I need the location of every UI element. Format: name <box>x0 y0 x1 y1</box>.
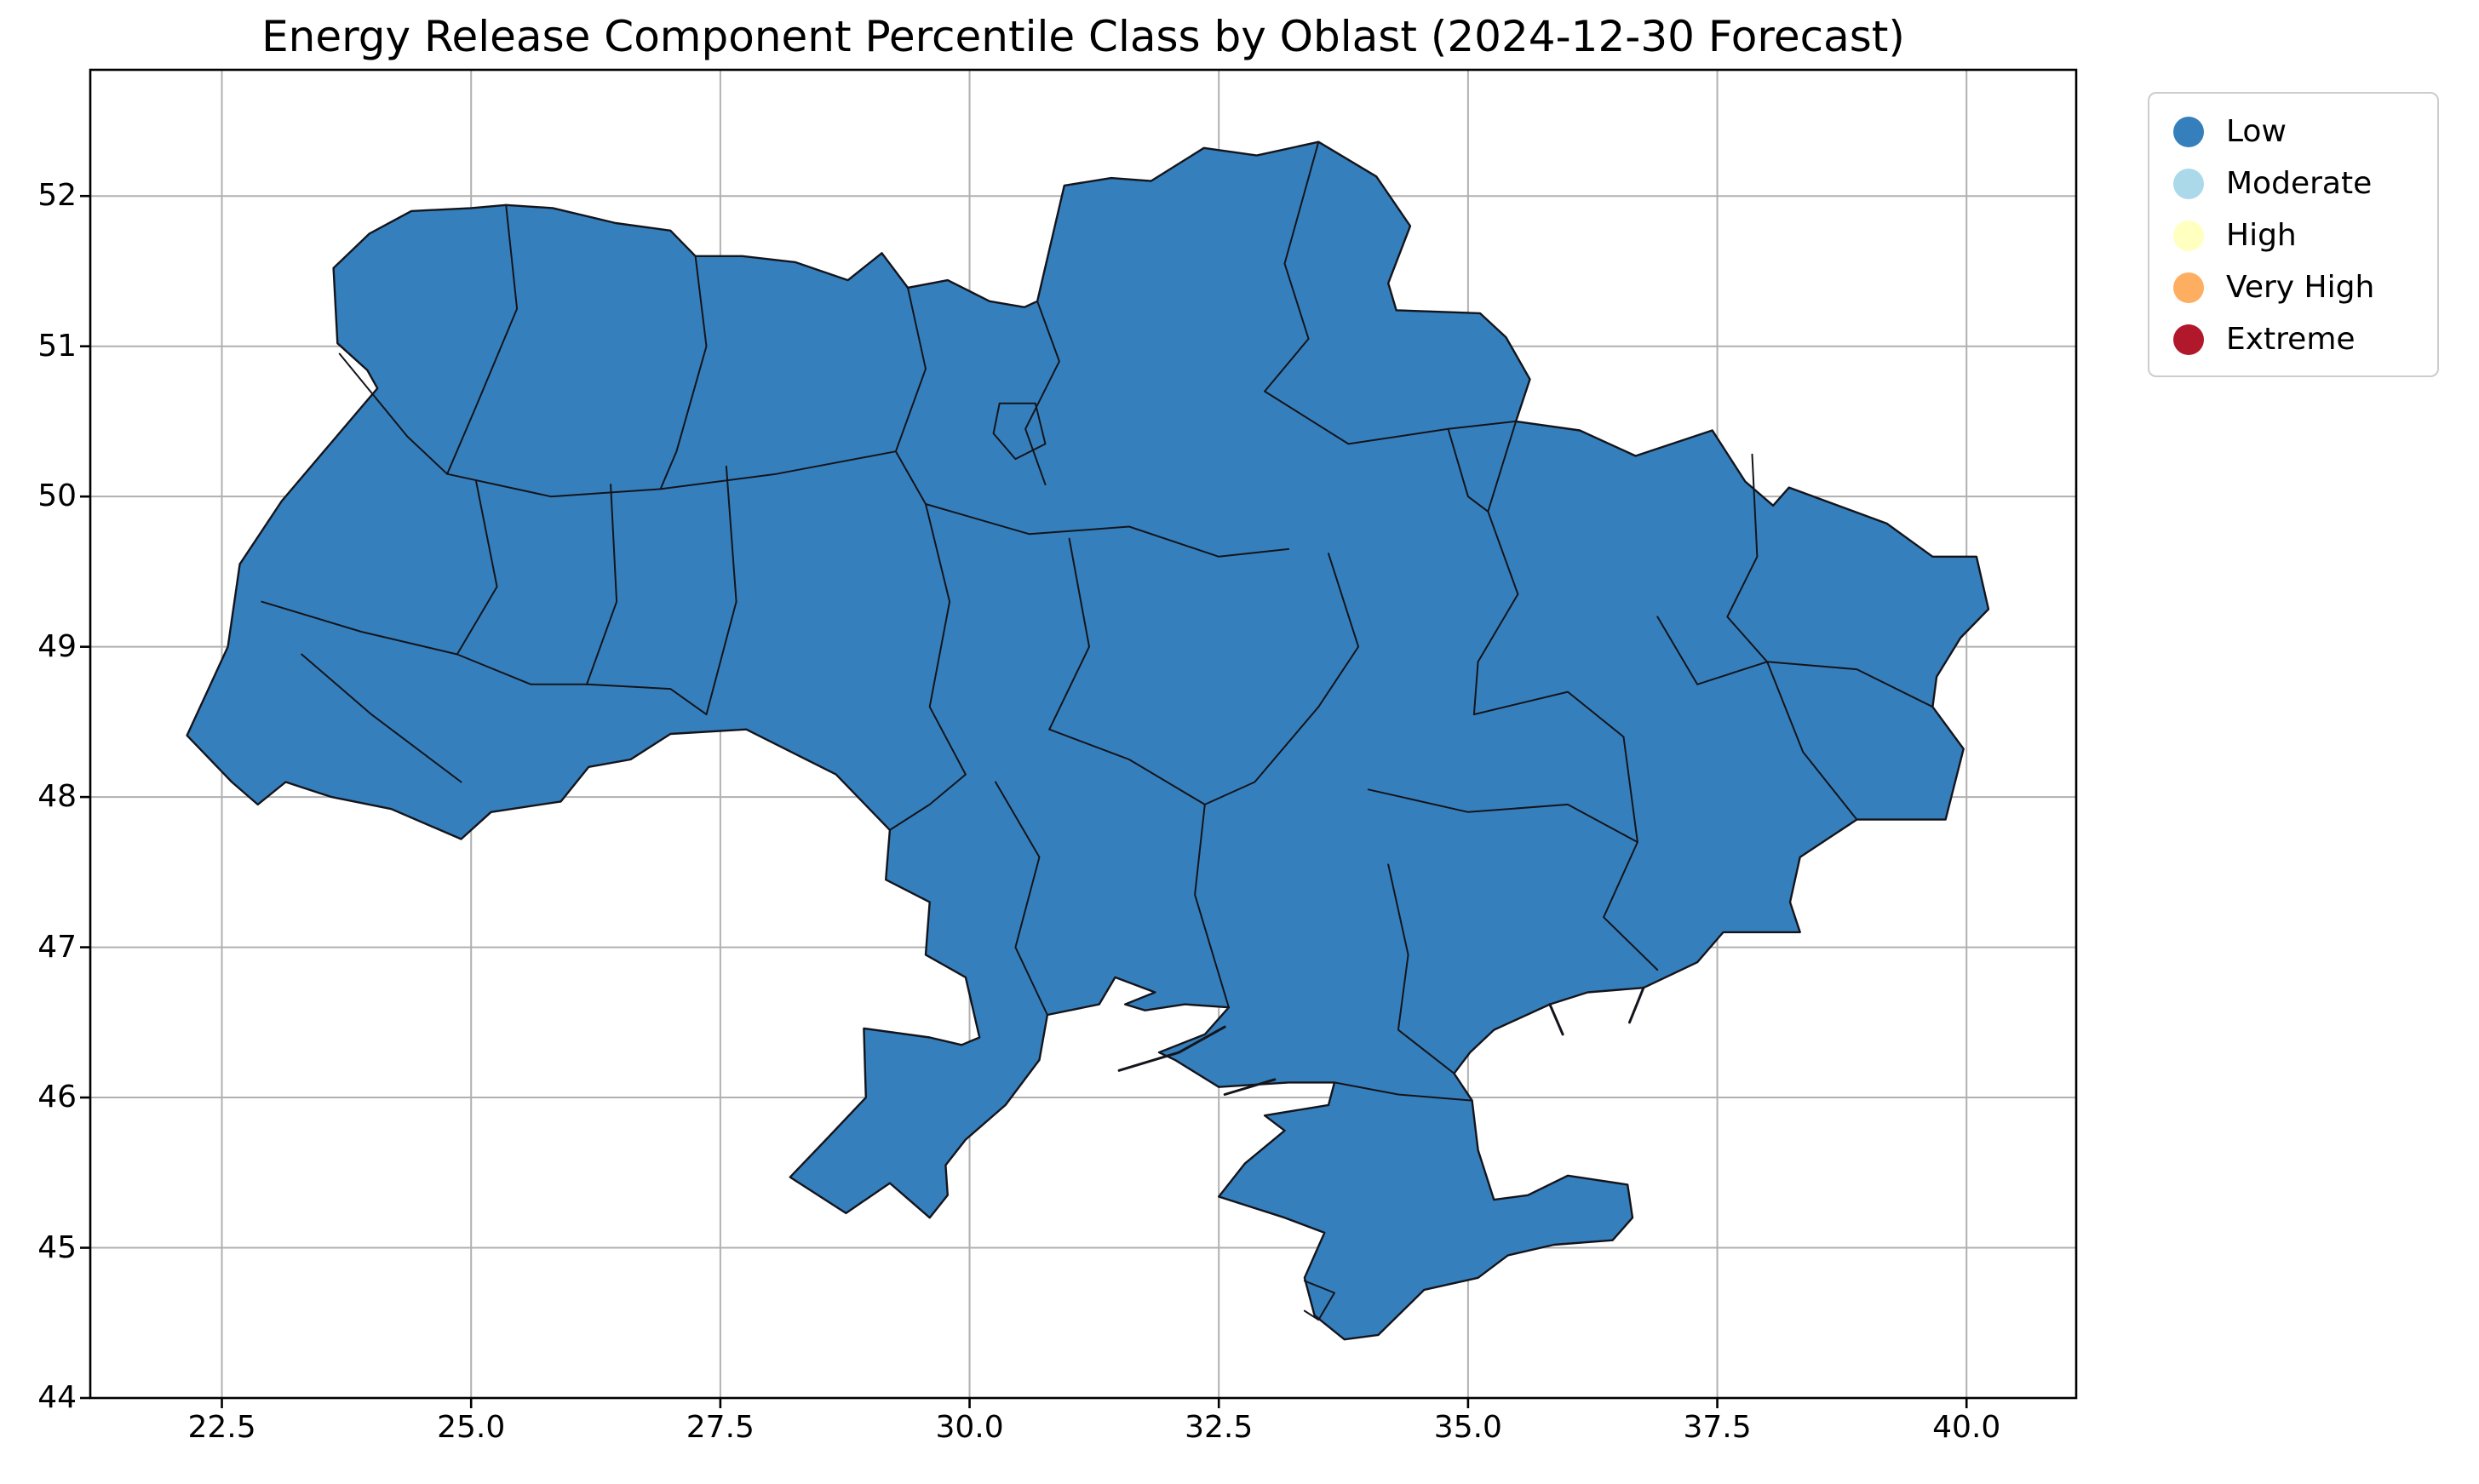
oblast-border <box>1203 706 1320 805</box>
coastal-spit <box>1117 1025 1226 1072</box>
oblast-border <box>456 480 498 656</box>
x-tick-label: 40.0 <box>1932 1410 2001 1445</box>
oblast-border <box>1472 420 1519 716</box>
legend-label: Low <box>2226 114 2287 149</box>
legend-item-low: Low <box>2158 106 2429 158</box>
oblast-border <box>1334 1081 1473 1102</box>
legend-marker-icon <box>2173 220 2204 251</box>
oblast-border <box>1367 788 1638 844</box>
y-tick-label: 49 <box>37 628 77 664</box>
oblast-border <box>1766 661 1858 821</box>
ukraine-outline <box>186 140 1990 1341</box>
x-tick-label: 30.0 <box>935 1410 1004 1445</box>
legend-item-very-high: Very High <box>2158 261 2429 313</box>
legend-marker-icon <box>2173 168 2204 199</box>
legend-label: High <box>2226 218 2297 253</box>
legend-box: Low Moderate High Very High Extreme <box>2148 92 2439 377</box>
coastal-spit <box>1548 1003 1564 1036</box>
oblast-border <box>446 450 897 498</box>
oblast-border <box>1264 140 1320 392</box>
oblast-border <box>995 781 1048 1016</box>
oblast-border <box>992 402 1047 461</box>
oblast-border <box>1447 427 1489 513</box>
oblast-border <box>261 600 588 685</box>
oblast-border <box>1264 390 1518 445</box>
oblast-border <box>925 503 967 776</box>
x-tick-label: 22.5 <box>187 1410 256 1445</box>
oblast-border <box>894 286 927 505</box>
oblast-border <box>1048 537 1090 731</box>
oblast-border <box>1048 728 1206 805</box>
oblast-border <box>301 653 462 783</box>
legend-item-high: High <box>2158 209 2429 261</box>
y-tick-label: 51 <box>37 328 77 364</box>
oblast-border <box>1024 300 1060 486</box>
oblast-border <box>705 465 737 716</box>
y-tick-label: 52 <box>37 178 77 214</box>
legend-marker-icon <box>2173 116 2204 147</box>
oblast-border <box>1603 736 1659 971</box>
oblast-border <box>586 683 708 716</box>
legend-marker-icon <box>2173 324 2204 355</box>
x-tick-label: 25.0 <box>437 1410 506 1445</box>
legend-item-extreme: Extreme <box>2158 313 2429 365</box>
oblast-border <box>1303 1280 1335 1321</box>
oblast-border <box>586 484 618 685</box>
oblast-border <box>1726 453 1769 663</box>
axes-spine <box>89 68 2078 1400</box>
coastal-spit <box>1223 1078 1277 1096</box>
oblast-border <box>1472 690 1625 738</box>
legend-item-moderate: Moderate <box>2158 158 2429 209</box>
y-tick-label: 47 <box>37 929 77 965</box>
chart-title: Energy Release Component Percentile Clas… <box>261 12 1905 61</box>
y-tick-label: 48 <box>37 779 77 815</box>
y-tick-label: 44 <box>37 1380 77 1415</box>
oblast-border <box>338 352 449 475</box>
y-tick-label: 45 <box>37 1229 77 1265</box>
oblast-border <box>1194 803 1230 1009</box>
coastal-spit <box>1628 986 1645 1024</box>
oblast-border <box>1317 553 1360 708</box>
legend-marker-icon <box>2173 272 2204 303</box>
legend-label: Moderate <box>2226 166 2373 201</box>
x-tick-label: 27.5 <box>686 1410 755 1445</box>
y-tick-label: 50 <box>37 478 77 514</box>
oblast-border <box>888 773 967 831</box>
y-tick-label: 46 <box>37 1080 77 1115</box>
oblast-border <box>1387 863 1455 1074</box>
x-tick-label: 32.5 <box>1185 1410 1254 1445</box>
legend-label: Extreme <box>2226 322 2356 357</box>
x-tick-label: 35.0 <box>1433 1410 1502 1445</box>
oblast-border <box>659 255 708 490</box>
legend-label: Very High <box>2226 270 2375 305</box>
oblast-border <box>446 203 519 475</box>
oblast-border <box>925 503 1290 558</box>
x-tick-label: 37.5 <box>1683 1410 1752 1445</box>
